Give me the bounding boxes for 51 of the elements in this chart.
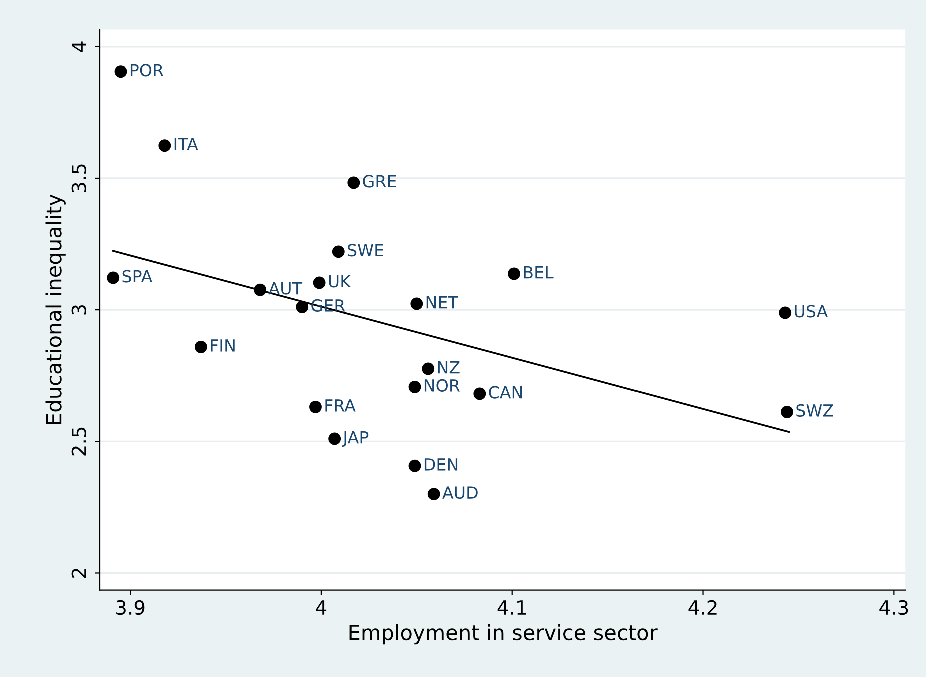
y-axis-title: Educational inequality [46,194,66,424]
annotation: POR [130,64,164,77]
point [428,488,440,500]
point [254,284,267,296]
annotation: JAP [342,431,369,447]
point [313,276,326,290]
x-tick-label: 4 [316,600,327,615]
annotation: SWZ [796,404,834,418]
annotation: FIN [211,340,235,352]
point [158,140,172,152]
x-tick-label: 4.1 [498,600,526,615]
point [296,300,309,314]
y-tick-label: 3 [72,305,87,315]
point [779,306,792,320]
annotation: FRA [326,400,356,412]
annotation: NOR [424,379,460,392]
point [310,400,322,414]
annotation: BEL [524,266,554,279]
annotation: CAN [489,386,522,399]
annotation: DEN [424,458,458,471]
annotation: NZ [438,361,460,374]
point [348,176,360,190]
y-tick-label: 3.5 [72,164,87,192]
x-tick-label: 4.2 [688,600,717,615]
point [508,268,520,280]
point [408,460,422,472]
point [408,380,422,394]
x-axis-title: Employment in service sector [350,624,658,645]
point [328,432,342,446]
annotation: NET [426,296,458,309]
point [781,406,794,418]
annotation: USA [795,305,828,318]
point [107,272,120,284]
annotation: AUD [442,486,478,500]
point [474,388,486,400]
y-tick-label: 2 [72,569,86,578]
annotation: AUT [268,282,303,295]
point [332,246,345,258]
annotation: SPA [122,270,153,283]
annotation: UK [329,275,352,288]
point [114,66,128,78]
annotation: SWE [348,244,384,257]
annotation: ITA [174,138,198,150]
point [194,340,208,354]
point [410,298,424,310]
x-tick-label: 3.9 [116,600,145,616]
annotation: GRE [363,175,396,188]
x-tick-label: 4.3 [880,600,908,616]
y-tick-label: 2.5 [72,428,87,456]
y-tick-label: 4 [72,42,86,52]
point [422,362,435,376]
